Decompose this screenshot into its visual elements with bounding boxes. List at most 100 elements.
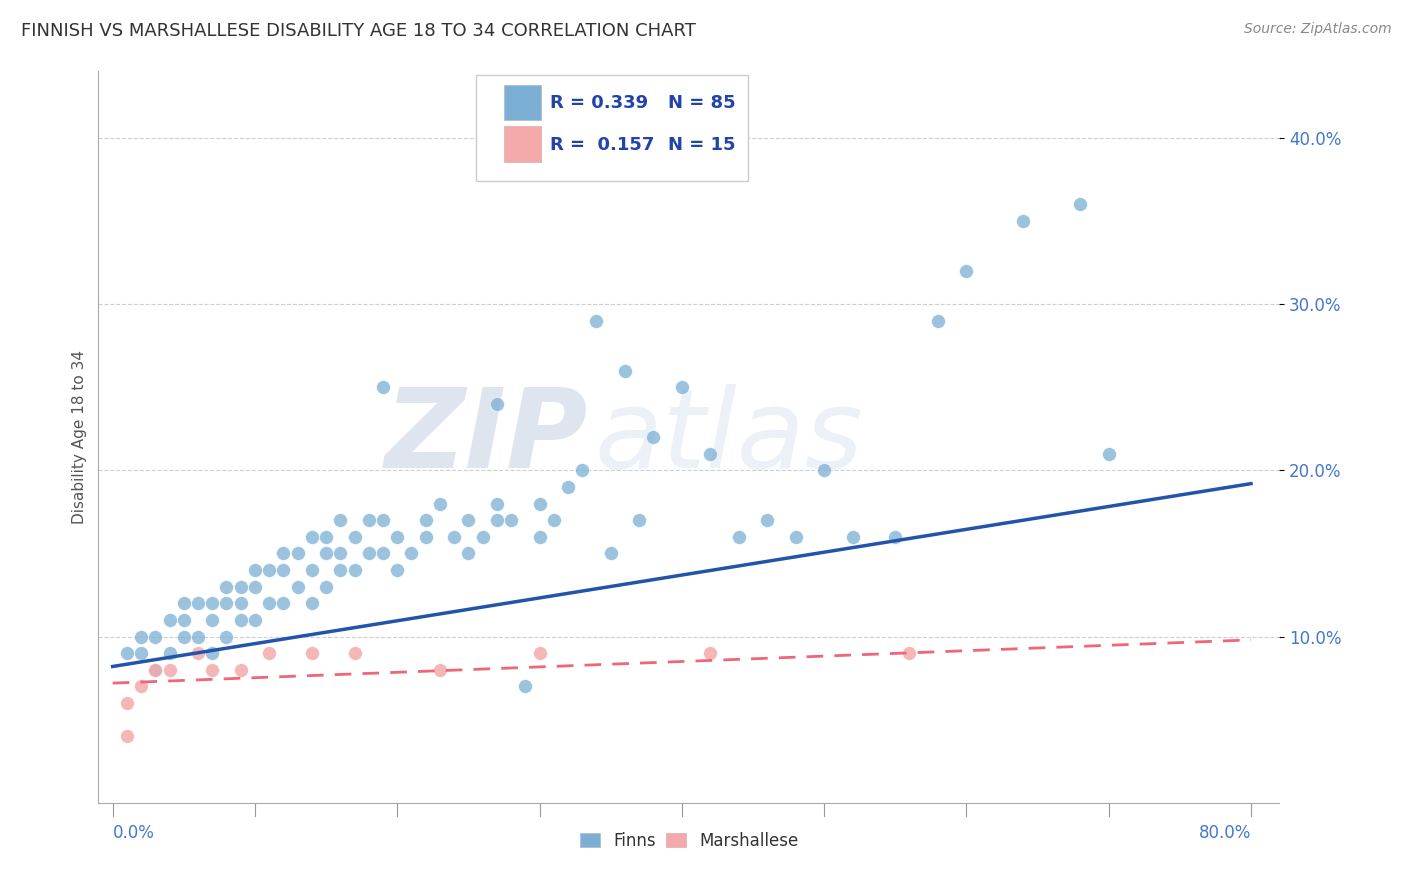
FancyBboxPatch shape <box>477 75 748 181</box>
Point <box>229 580 252 594</box>
Point <box>585 314 607 328</box>
Legend: Finns, Marshallese: Finns, Marshallese <box>574 825 804 856</box>
Point <box>243 563 266 577</box>
Point <box>898 646 921 660</box>
Point <box>315 580 337 594</box>
Point <box>159 646 181 660</box>
Point <box>115 696 138 710</box>
Point <box>699 447 721 461</box>
FancyBboxPatch shape <box>503 126 541 162</box>
Point <box>115 729 138 743</box>
Point <box>257 596 280 610</box>
Point <box>1069 197 1091 211</box>
Point <box>1012 214 1035 228</box>
Point <box>273 546 295 560</box>
Point <box>315 530 337 544</box>
Text: 80.0%: 80.0% <box>1199 823 1251 841</box>
Point <box>187 596 209 610</box>
Point <box>543 513 565 527</box>
Point <box>201 663 224 677</box>
Point <box>457 546 479 560</box>
Point <box>415 513 437 527</box>
Point <box>257 563 280 577</box>
Point <box>301 530 323 544</box>
Point <box>515 680 537 694</box>
Point <box>129 646 152 660</box>
Point <box>471 530 494 544</box>
Point <box>841 530 863 544</box>
Point <box>273 563 295 577</box>
Y-axis label: Disability Age 18 to 34: Disability Age 18 to 34 <box>72 350 87 524</box>
Point <box>187 630 209 644</box>
Point <box>201 596 224 610</box>
Point <box>599 546 621 560</box>
Point <box>343 530 366 544</box>
Point <box>485 497 508 511</box>
Point <box>699 646 721 660</box>
Point <box>115 646 138 660</box>
Point <box>159 613 181 627</box>
Point <box>129 630 152 644</box>
Point <box>173 613 195 627</box>
Point <box>571 463 593 477</box>
Point <box>329 546 352 560</box>
Point <box>371 546 394 560</box>
Point <box>357 513 380 527</box>
Point <box>301 563 323 577</box>
Point <box>529 646 551 660</box>
Point <box>499 513 522 527</box>
Point <box>287 580 309 594</box>
Point <box>387 563 409 577</box>
Point <box>243 613 266 627</box>
Point <box>357 546 380 560</box>
Text: R = 0.339: R = 0.339 <box>550 94 648 112</box>
Point <box>215 596 238 610</box>
Point <box>671 380 693 394</box>
Point <box>371 380 394 394</box>
Point <box>727 530 749 544</box>
Point <box>813 463 835 477</box>
Point <box>143 630 166 644</box>
Point <box>785 530 807 544</box>
Point <box>927 314 949 328</box>
Point <box>371 513 394 527</box>
Point <box>329 563 352 577</box>
Point <box>443 530 465 544</box>
Point <box>643 430 665 444</box>
Point <box>955 264 977 278</box>
Point <box>187 646 209 660</box>
Point <box>143 663 166 677</box>
Point <box>215 580 238 594</box>
Point <box>301 646 323 660</box>
Point <box>159 663 181 677</box>
Text: ZIP: ZIP <box>385 384 589 491</box>
Text: 0.0%: 0.0% <box>112 823 155 841</box>
Point <box>129 680 152 694</box>
Point <box>201 613 224 627</box>
Point <box>343 646 366 660</box>
Point <box>1098 447 1121 461</box>
Text: atlas: atlas <box>595 384 863 491</box>
Text: R =  0.157: R = 0.157 <box>550 136 654 153</box>
Point <box>201 646 224 660</box>
Point <box>215 630 238 644</box>
Point <box>273 596 295 610</box>
Point <box>401 546 423 560</box>
Point <box>529 530 551 544</box>
Point <box>229 596 252 610</box>
Point <box>243 580 266 594</box>
Point <box>557 480 579 494</box>
Point <box>173 630 195 644</box>
Text: Source: ZipAtlas.com: Source: ZipAtlas.com <box>1244 22 1392 37</box>
Point <box>229 663 252 677</box>
Point <box>415 530 437 544</box>
Point <box>429 497 451 511</box>
Point <box>884 530 907 544</box>
Point <box>485 397 508 411</box>
Point <box>628 513 651 527</box>
Point <box>329 513 352 527</box>
Point <box>613 363 636 377</box>
Point <box>143 663 166 677</box>
Point <box>173 596 195 610</box>
Point <box>529 497 551 511</box>
